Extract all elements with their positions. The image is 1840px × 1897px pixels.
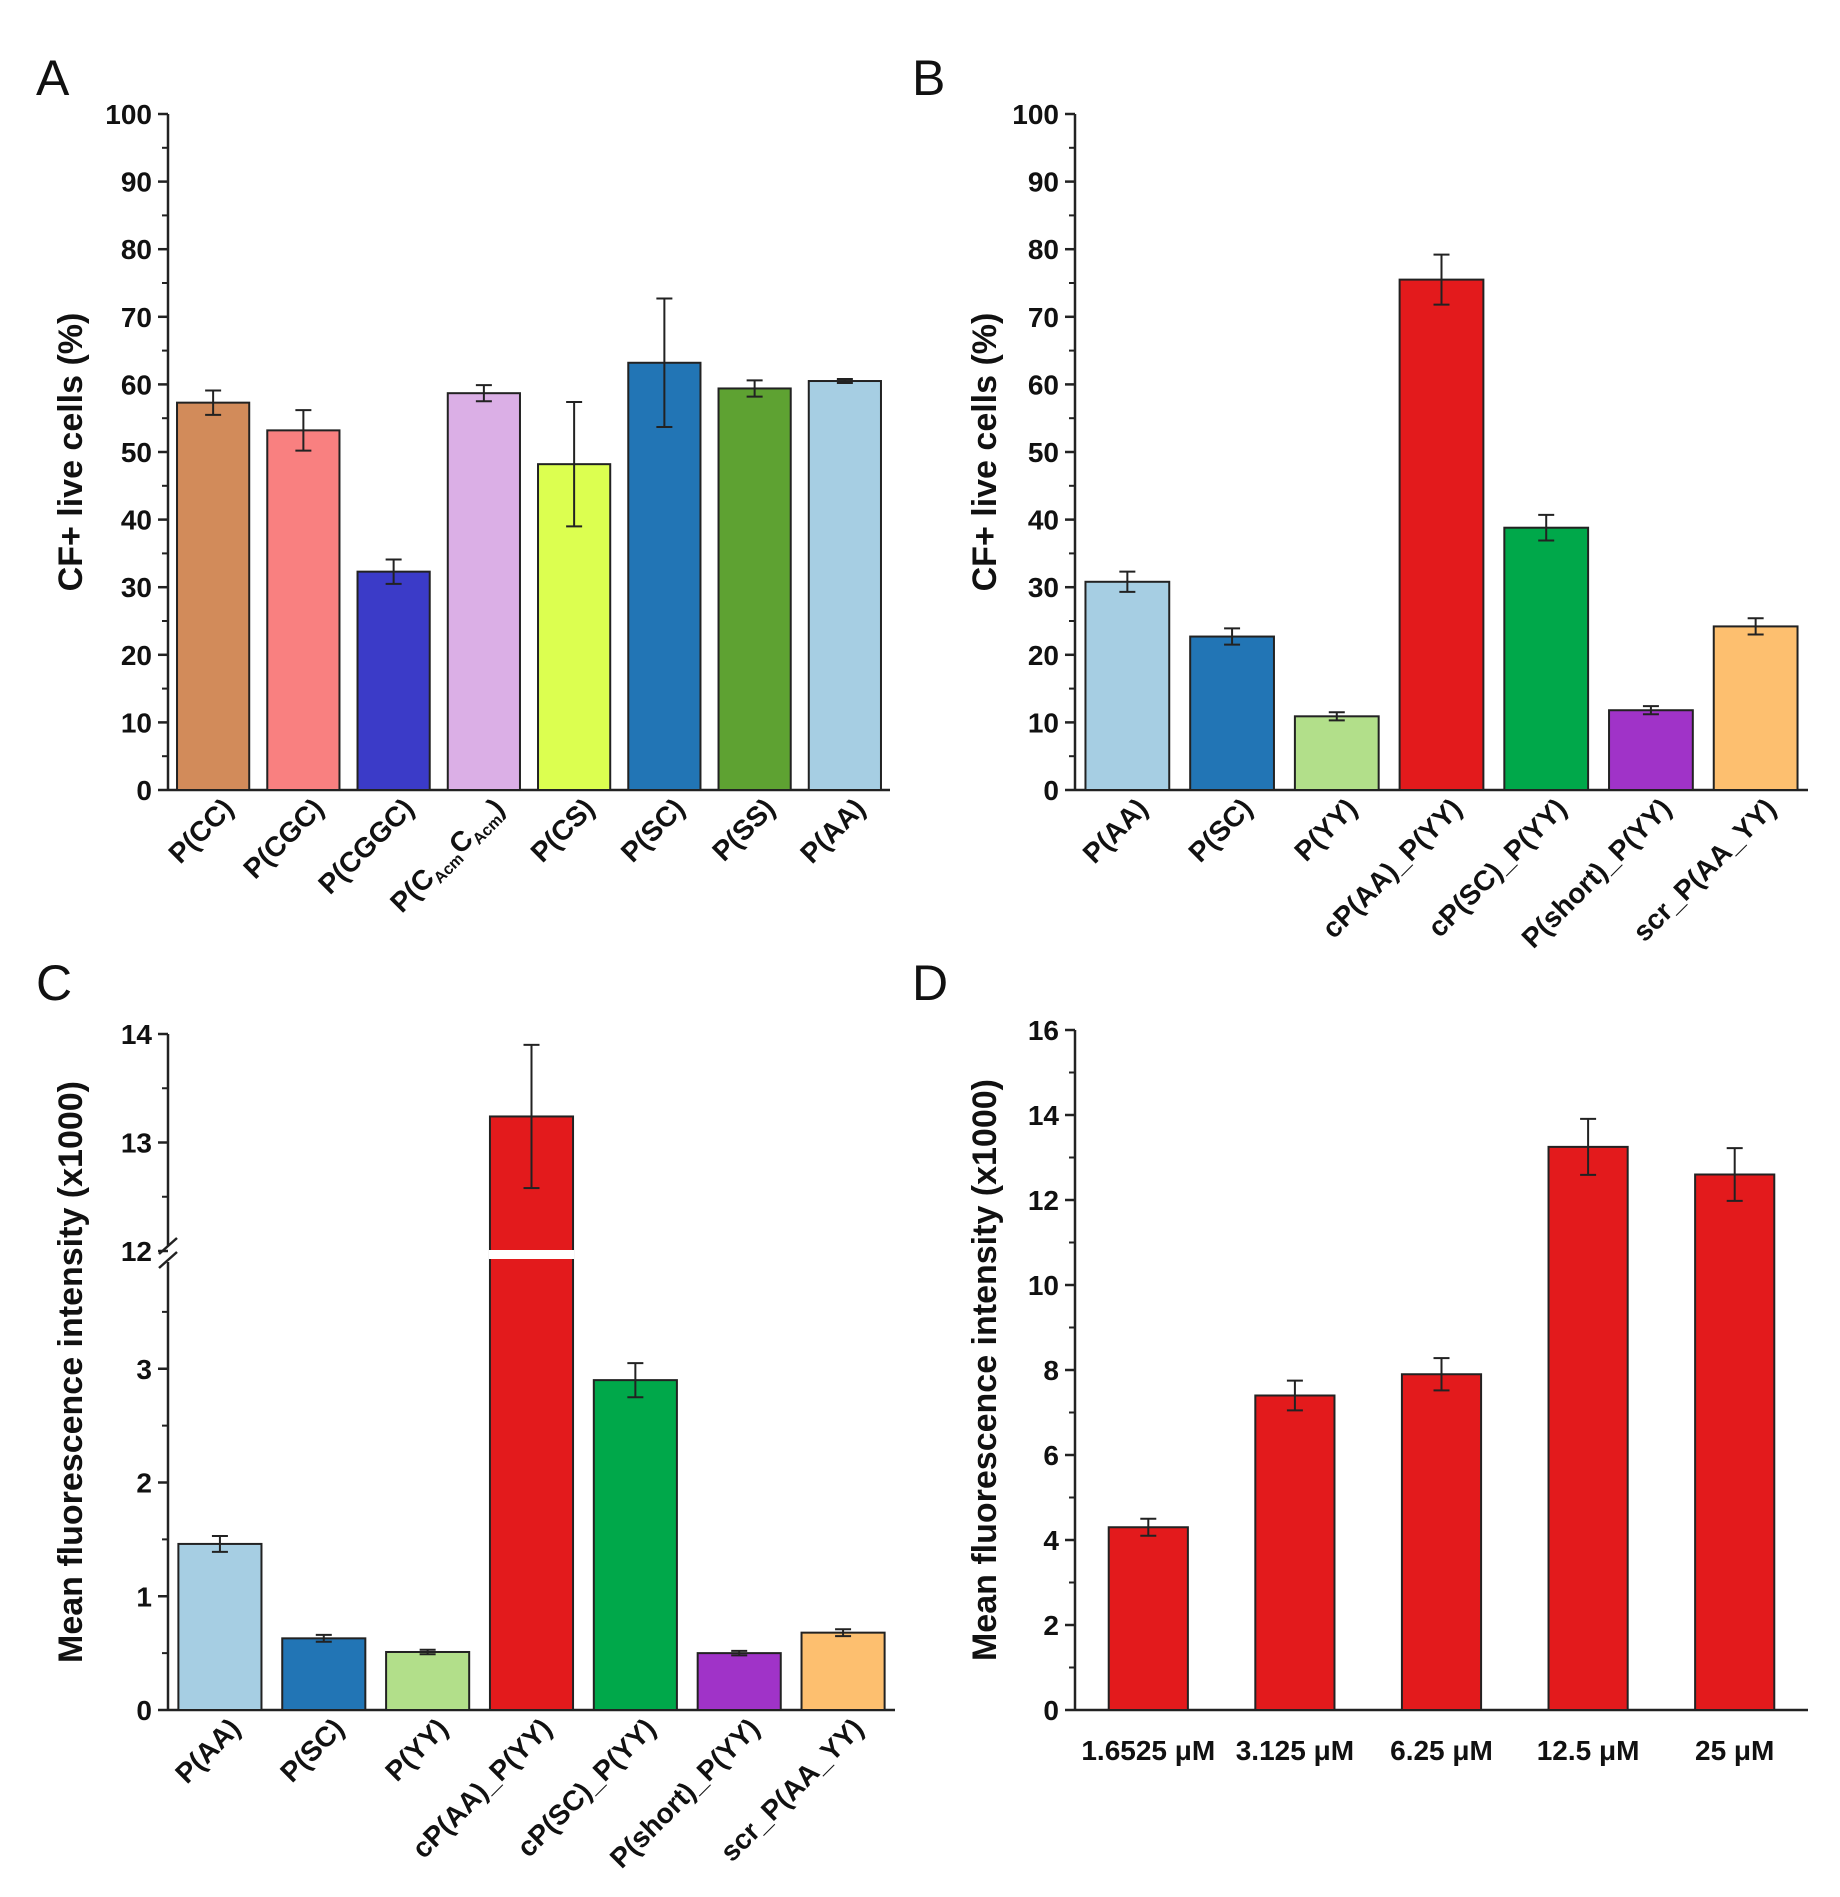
y-tick-label: 16 — [1028, 1015, 1059, 1046]
panel-letter: D — [912, 955, 948, 1011]
panel-b: B CF+ live cells (%) 0 10 20 30 40 50 60 70 80 90 10… — [912, 50, 1808, 954]
y-tick-label: 3 — [136, 1354, 152, 1385]
y-tick-label: 2 — [136, 1468, 152, 1499]
bar — [696, 1652, 782, 1711]
x-category-label: P(CS) — [525, 792, 601, 868]
y-tick-label: 100 — [1012, 99, 1059, 130]
bar — [1398, 278, 1485, 791]
y-tick-label: 20 — [1028, 640, 1059, 671]
y-tick-label: 70 — [121, 302, 152, 333]
x-category-label: P(SC) — [274, 1712, 350, 1788]
x-category-label: P(AA) — [169, 1712, 246, 1789]
bar — [446, 392, 521, 791]
y-tick-label: 14 — [1028, 1100, 1060, 1131]
y-tick-label: 0 — [1043, 775, 1059, 806]
bar — [266, 429, 341, 791]
y-tick-label: 0 — [136, 1695, 152, 1726]
y-tick-label: 6 — [1043, 1440, 1059, 1471]
y-tick-label: 0 — [136, 775, 152, 806]
y-tick-label: 90 — [1028, 167, 1059, 198]
x-category-label: P(AA) — [1077, 792, 1154, 869]
y-tick-label: 50 — [1028, 437, 1059, 468]
y-tick-label: 20 — [121, 640, 152, 671]
y-tick-label: 70 — [1028, 302, 1059, 333]
x-category-label: 3.125 μM — [1236, 1735, 1354, 1766]
bar — [1084, 580, 1171, 791]
panel-letter: C — [36, 955, 72, 1011]
y-tick-label: 40 — [121, 505, 152, 536]
x-category-label: 12.5 μM — [1537, 1735, 1640, 1766]
bar — [717, 387, 792, 791]
y-tick-label: 80 — [1028, 234, 1059, 265]
label-part: C — [443, 823, 479, 859]
y-tick-label: 10 — [1028, 707, 1059, 738]
axis-break-mark — [158, 1251, 178, 1269]
bar — [800, 1631, 886, 1712]
y-axis-title: Mean fluorescence intensity (x1000) — [966, 1079, 1004, 1661]
y-tick-label: 100 — [105, 99, 152, 130]
bar — [1254, 1394, 1336, 1711]
y-axis-title: CF+ live cells (%) — [966, 313, 1004, 592]
y-tick-label: 8 — [1043, 1355, 1059, 1386]
bar — [176, 401, 251, 791]
panel-a: A CF+ live cells (%) 0 10 20 30 40 50 60 70 80 90 10… — [36, 50, 890, 918]
y-tick-label: 14 — [121, 1019, 153, 1050]
x-category-label: P(CC) — [162, 792, 239, 869]
bar — [385, 1650, 471, 1712]
x-category-label: P(SC) — [1182, 792, 1258, 868]
x-category-label: 25 μM — [1695, 1735, 1774, 1766]
y-tick-label: 2 — [1043, 1610, 1059, 1641]
y-tick-label: 13 — [121, 1128, 152, 1159]
bar — [1547, 1145, 1629, 1711]
x-category-label: P(AA) — [794, 792, 871, 869]
bar — [281, 1637, 367, 1712]
y-tick-label: 12 — [121, 1236, 152, 1267]
panel-d: D Mean fluorescence intensity (x1000) 0 2 4 6… — [912, 955, 1808, 1766]
x-category-label: 1.6525 μM — [1081, 1735, 1215, 1766]
x-category-label: P(SS) — [706, 792, 781, 867]
x-category-label: P(YY) — [379, 1712, 454, 1787]
y-tick-label: 50 — [121, 437, 152, 468]
y-axis-title: Mean fluorescence intensity (x1000) — [52, 1081, 90, 1663]
y-tick-label: 60 — [1028, 369, 1059, 400]
bar — [1107, 1526, 1189, 1711]
bar — [177, 1542, 263, 1712]
label-part: P(C — [384, 862, 440, 918]
bar — [1189, 635, 1275, 791]
y-tick-label: 1 — [136, 1581, 152, 1612]
y-tick-label: 80 — [121, 234, 152, 265]
y-tick-label: 4 — [1043, 1525, 1059, 1556]
bar — [1694, 1173, 1776, 1711]
y-tick-label: 0 — [1043, 1695, 1059, 1726]
x-category-label: 6.25 μM — [1390, 1735, 1493, 1766]
bar — [356, 570, 431, 791]
bar — [592, 1379, 678, 1711]
y-axis-title: CF+ live cells (%) — [52, 313, 90, 592]
y-tick-label: 30 — [121, 572, 152, 603]
panel-letter: A — [36, 50, 70, 106]
x-category-label: P(SC) — [615, 792, 691, 868]
x-category-label: P(CGC) — [237, 792, 329, 884]
bar — [1400, 1373, 1483, 1711]
bar-break-gap — [488, 1250, 575, 1259]
y-tick-label: 60 — [121, 369, 152, 400]
y-tick-label: 30 — [1028, 572, 1059, 603]
bar — [488, 1115, 575, 1711]
y-tick-label: 10 — [1028, 1270, 1059, 1301]
panel-letter: B — [912, 50, 945, 106]
y-tick-label: 40 — [1028, 505, 1059, 536]
y-tick-label: 90 — [121, 167, 152, 198]
bar — [1503, 526, 1590, 791]
bar — [1293, 715, 1380, 791]
y-tick-label: 12 — [1028, 1185, 1059, 1216]
bar — [807, 380, 882, 791]
x-category-label: P(YY) — [1288, 792, 1363, 867]
bar — [1712, 625, 1799, 792]
bar — [1608, 709, 1694, 791]
y-tick-label: 10 — [121, 707, 152, 738]
